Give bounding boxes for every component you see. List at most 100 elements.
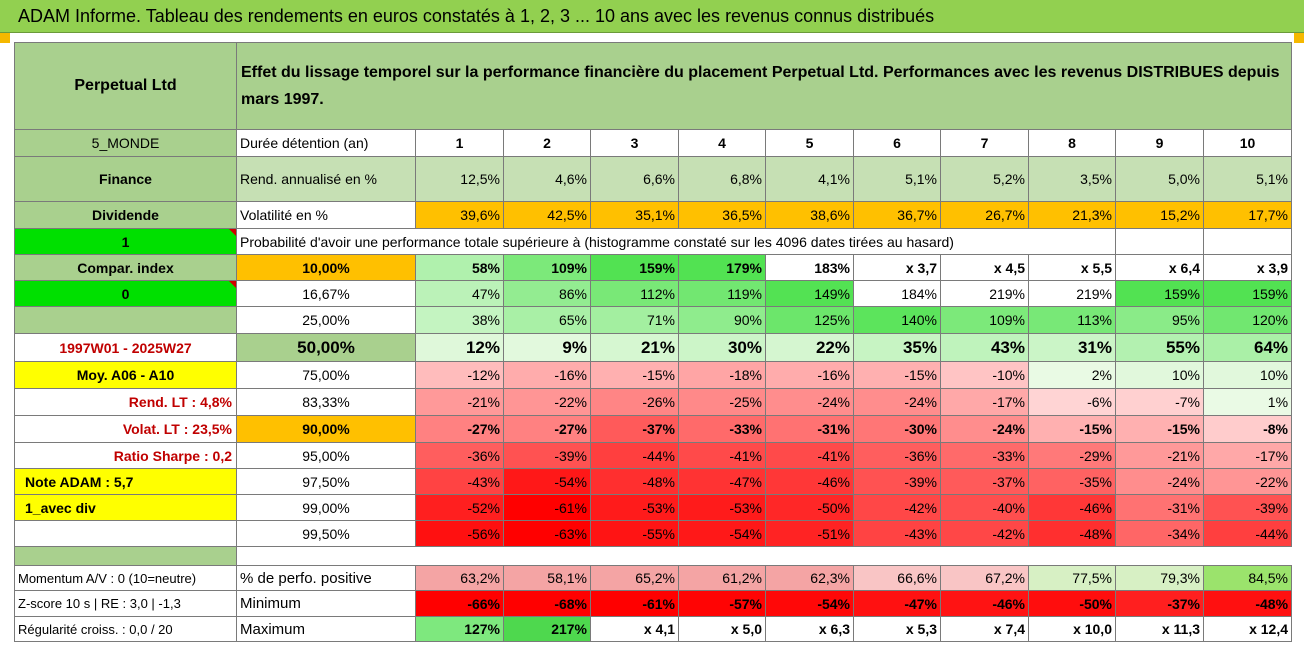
quantile-value: 64% [1202,333,1293,362]
volat-value: 26,7% [940,201,1029,229]
left-sharpe: Ratio Sharpe : 0,2 [14,442,237,469]
footer-value: 127% [415,616,504,642]
quantile-value: 183% [765,254,854,281]
quantile-value: x 6,4 [1115,254,1204,281]
quantile-value: -15% [1028,415,1116,443]
volat-row: Dividende Volatilité en % 39,6% 42,5% 35… [14,201,1293,229]
volat-value: 36,5% [678,201,766,229]
rend-value: 4,6% [503,156,591,202]
quantile-value: -17% [1202,442,1293,469]
quantile-value: 125% [765,306,854,334]
years-row: 5_MONDE Durée détention (an) 1 2 3 4 5 6… [14,129,1293,157]
header-row: Perpetual Ltd Effet du lissage temporel … [14,42,1293,130]
quantile-value: -37% [590,415,679,443]
quantile-value: -25% [678,388,766,416]
separator-cell [235,546,1292,566]
quantile-value: 10% [1115,361,1204,389]
quantile-value: x 3,7 [853,254,941,281]
quantile-value: -22% [1202,468,1293,495]
duration-label: Durée détention (an) [236,129,416,157]
quantile-value: -24% [853,388,941,416]
rend-value: 4,1% [765,156,854,202]
rend-row: Finance Rend. annualisé en % 12,5% 4,6% … [14,156,1293,202]
quantile-value: 10% [1202,361,1293,389]
quantile-value: 140% [853,306,941,334]
rend-value: 6,8% [678,156,766,202]
quantile-value: -46% [1028,494,1116,521]
quantile-value: -16% [765,361,854,389]
quantile-value: 109% [503,254,591,281]
quantile-row: 0 16,67% 47% 86% 112% 119% 149% 184% 219% 219% 159… [14,280,1293,307]
separator-cell [14,546,237,566]
quantile-value: 219% [940,280,1029,307]
quantile-value: -7% [1115,388,1204,416]
proba-row: 1 Probabilité d'avoir une performance to… [14,228,1293,255]
quantile-value: 35% [853,333,941,362]
volat-value: 21,3% [1028,201,1116,229]
quantile-value: -51% [765,520,854,547]
quantile-value: -53% [678,494,766,521]
quantile-value: -16% [503,361,591,389]
empty-cell [14,520,237,547]
footer-value: -48% [1202,590,1293,617]
corner-marker-right [1294,33,1304,43]
quantile-row: Volat. LT : 23,5% 90,00% -27% -27% -37% -33% -… [14,415,1293,443]
year-8: 8 [1028,129,1116,157]
quantile-label: 83,33% [236,388,416,416]
quantile-value: 38% [415,306,504,334]
volat-value: 36,7% [853,201,941,229]
quantile-value: -24% [1115,468,1204,495]
quantile-value: 159% [1115,280,1204,307]
fund-name: Perpetual Ltd [14,42,237,130]
quantile-value: -31% [765,415,854,443]
footer-row: Z-score 10 s | RE : 3,0 | -1,3 Minimum -66… [14,590,1293,617]
quantile-value: -36% [415,442,504,469]
quantile-value: 95% [1115,306,1204,334]
quantile-value: -54% [678,520,766,547]
quantile-value: 184% [853,280,941,307]
quantile-value: -22% [503,388,591,416]
quantile-value: 219% [1028,280,1116,307]
quantile-value: -30% [853,415,941,443]
quantile-value: 149% [765,280,854,307]
footer-left-label: Z-score 10 s | RE : 3,0 | -1,3 [14,590,237,617]
empty-cell [14,306,237,334]
quantile-value: 30% [678,333,766,362]
quantile-value: -39% [1202,494,1293,521]
quantile-value: -10% [940,361,1029,389]
quantile-value: -27% [415,415,504,443]
quantile-value: 113% [1028,306,1116,334]
quantile-value: -43% [415,468,504,495]
footer-value: 217% [503,616,591,642]
quantile-value: 159% [590,254,679,281]
quantile-value: 22% [765,333,854,362]
footer-value: -66% [415,590,504,617]
year-5: 5 [765,129,854,157]
footer-value: x 7,4 [940,616,1029,642]
quantile-value: x 4,5 [940,254,1029,281]
empty-cell [1115,228,1204,255]
footer-value: -68% [503,590,591,617]
left-period: 1997W01 - 2025W27 [14,333,237,362]
quantile-value: -31% [1115,494,1204,521]
footer-row: Régularité croiss. : 0,0 / 20 Maximum 127%… [14,616,1293,642]
quantile-value: 109% [940,306,1029,334]
quantile-value: x 3,9 [1202,254,1293,281]
year-1: 1 [415,129,504,157]
footer-value: 65,2% [590,565,679,591]
quantile-row: Ratio Sharpe : 0,2 95,00% -36% -39% -44% -41%… [14,442,1293,469]
quantile-value: -34% [1115,520,1204,547]
quantile-value: 1% [1202,388,1293,416]
footer-value: x 11,3 [1115,616,1204,642]
quantile-value: 65% [503,306,591,334]
footer-left-label: Momentum A/V : 0 (10=neutre) [14,565,237,591]
separator-row [14,546,1292,566]
quantile-label: 90,00% [236,415,416,443]
quantile-value: 112% [590,280,679,307]
quantile-value: -56% [415,520,504,547]
rend-value: 12,5% [415,156,504,202]
quantile-value: -33% [940,442,1029,469]
quantile-label: 50,00% [236,333,416,362]
year-2: 2 [503,129,591,157]
quantile-value: -15% [853,361,941,389]
